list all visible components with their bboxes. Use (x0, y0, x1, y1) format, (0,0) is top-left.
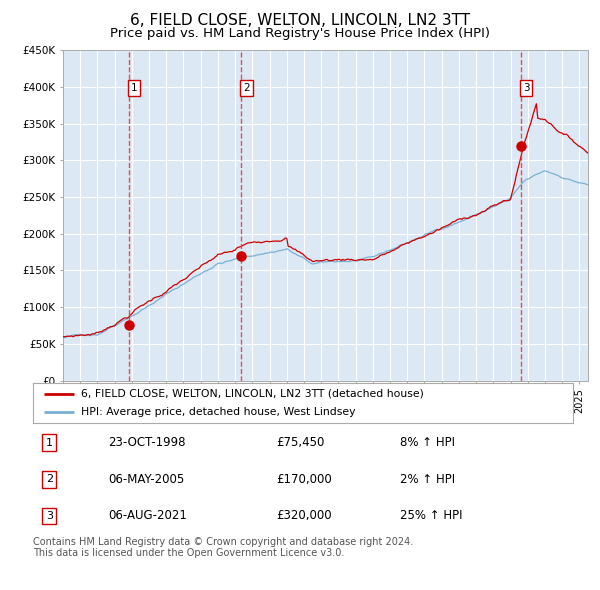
Text: 3: 3 (523, 83, 529, 93)
Text: 2% ↑ HPI: 2% ↑ HPI (400, 473, 455, 486)
Text: 1: 1 (131, 83, 137, 93)
Text: £320,000: £320,000 (276, 509, 332, 523)
Text: HPI: Average price, detached house, West Lindsey: HPI: Average price, detached house, West… (80, 407, 355, 417)
Text: £75,450: £75,450 (276, 436, 325, 450)
Text: Contains HM Land Registry data © Crown copyright and database right 2024.
This d: Contains HM Land Registry data © Crown c… (33, 537, 413, 559)
Text: £170,000: £170,000 (276, 473, 332, 486)
Text: 2: 2 (46, 474, 53, 484)
Text: 06-MAY-2005: 06-MAY-2005 (109, 473, 185, 486)
Text: Price paid vs. HM Land Registry's House Price Index (HPI): Price paid vs. HM Land Registry's House … (110, 27, 490, 40)
Text: 6, FIELD CLOSE, WELTON, LINCOLN, LN2 3TT: 6, FIELD CLOSE, WELTON, LINCOLN, LN2 3TT (130, 13, 470, 28)
Text: 8% ↑ HPI: 8% ↑ HPI (400, 436, 455, 450)
Text: 3: 3 (46, 511, 53, 521)
Text: 1: 1 (46, 438, 53, 448)
Text: 25% ↑ HPI: 25% ↑ HPI (400, 509, 463, 523)
Text: 2: 2 (243, 83, 250, 93)
Text: 06-AUG-2021: 06-AUG-2021 (109, 509, 187, 523)
Text: 6, FIELD CLOSE, WELTON, LINCOLN, LN2 3TT (detached house): 6, FIELD CLOSE, WELTON, LINCOLN, LN2 3TT… (80, 389, 424, 399)
Text: 23-OCT-1998: 23-OCT-1998 (109, 436, 186, 450)
